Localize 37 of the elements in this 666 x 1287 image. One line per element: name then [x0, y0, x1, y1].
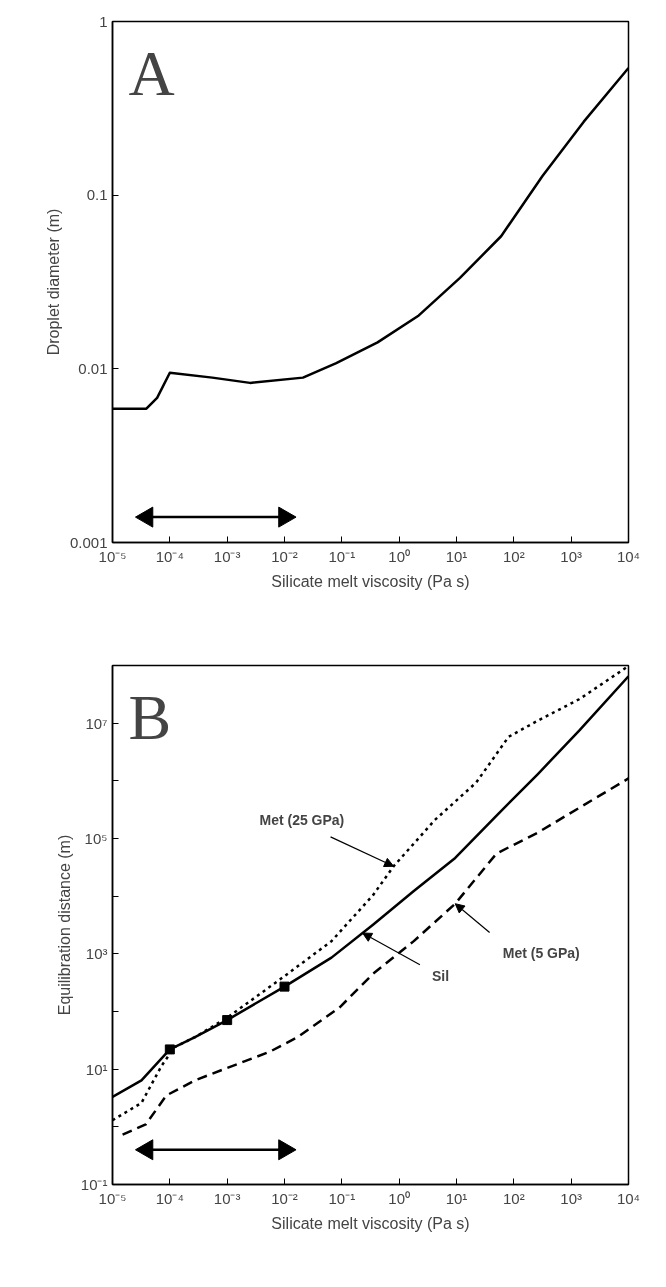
point: [222, 1015, 233, 1026]
annotation: Met (5 GPa): [502, 944, 580, 961]
y-tick-label: 10¹: [85, 1060, 108, 1078]
point: [164, 1044, 175, 1055]
annotation: Sil: [431, 968, 450, 985]
x-tick-label: 10⁰: [388, 547, 411, 565]
y-tick-label: 0.1: [86, 186, 108, 204]
x-tick-label: 10⁻¹: [328, 1189, 356, 1207]
x-tick-label: 10⁴: [616, 547, 641, 565]
y-tick-label: 10⁷: [85, 714, 108, 732]
y-axis-title: Equilibration distance (m): [55, 834, 73, 1016]
x-tick-label: 10⁴: [616, 1189, 641, 1207]
x-tick-label: 10³: [560, 547, 583, 565]
x-tick-label: 10⁻²: [271, 1189, 298, 1207]
x-tick-label: 10⁻³: [213, 547, 241, 565]
x-tick-label: 10⁻¹: [328, 547, 356, 565]
y-tick-label: 10³: [85, 945, 108, 963]
annotation: B: [128, 681, 172, 753]
x-tick-label: 10¹: [445, 547, 468, 565]
x-tick-label: 10²: [502, 547, 525, 565]
x-tick-label: 10⁻²: [271, 547, 298, 565]
x-tick-label: 10²: [502, 1189, 525, 1207]
annotation: A: [128, 37, 175, 109]
y-tick-label: 10⁵: [84, 830, 108, 847]
x-tick-label: 10⁻⁴: [155, 1189, 184, 1207]
x-tick-label: 10³: [560, 1189, 583, 1207]
x-axis-title: Silicate melt viscosity (Pa s): [271, 1214, 470, 1232]
x-tick-label: 10⁰: [388, 1189, 411, 1207]
x-tick-label: 10¹: [445, 1189, 468, 1207]
point: [279, 981, 290, 992]
x-axis-title: Silicate melt viscosity (Pa s): [271, 572, 470, 590]
annotation: Met (25 GPa): [259, 812, 345, 829]
y-tick-label: 1: [99, 12, 108, 30]
y-axis-title: Droplet diameter (m): [44, 208, 62, 356]
y-tick-label: 0.01: [78, 359, 108, 377]
x-tick-label: 10⁻⁴: [155, 547, 184, 565]
x-tick-label: 10⁻³: [213, 1189, 241, 1207]
